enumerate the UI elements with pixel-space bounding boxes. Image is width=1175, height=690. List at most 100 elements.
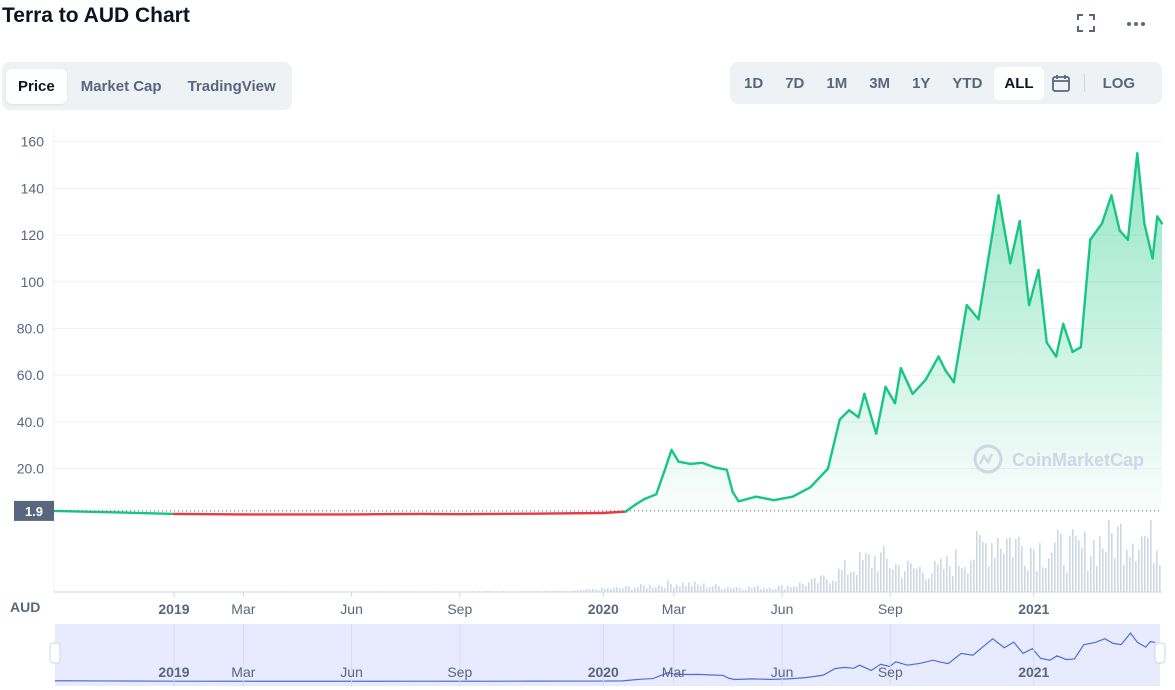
volume-bar xyxy=(850,571,852,592)
price-segment xyxy=(997,194,1012,265)
range-1y[interactable]: 1Y xyxy=(912,74,931,92)
volume-bar xyxy=(745,589,747,592)
price-segment xyxy=(1071,345,1083,354)
volume-bar xyxy=(550,591,552,592)
volume-bar xyxy=(730,588,732,592)
volume-bar xyxy=(229,591,231,592)
volume-bar xyxy=(961,567,963,592)
price-segment xyxy=(1018,219,1031,307)
volume-bar xyxy=(835,581,837,592)
volume-bar xyxy=(67,591,69,592)
x-tick-label: Jun xyxy=(771,601,794,617)
volume-bar xyxy=(469,591,471,592)
price-segment xyxy=(1156,215,1164,225)
volume-bar xyxy=(175,591,177,592)
volume-bar xyxy=(307,591,309,592)
volume-bar xyxy=(1132,543,1134,592)
volume-bar xyxy=(460,591,462,592)
tab-tradingview[interactable]: TradingView xyxy=(187,77,276,95)
volume-bar xyxy=(151,591,153,592)
range-3m[interactable]: 3M xyxy=(869,74,891,92)
volume-bar xyxy=(400,591,402,592)
volume-bar xyxy=(379,591,381,592)
volume-bar xyxy=(208,591,210,592)
volume-bar xyxy=(271,591,273,592)
volume-bar xyxy=(334,591,336,592)
volume-bar xyxy=(1108,520,1110,592)
volume-bar xyxy=(877,571,879,592)
volume-bar xyxy=(436,591,438,592)
volume-bar xyxy=(772,589,774,592)
volume-bar xyxy=(1120,523,1122,592)
volume-bar xyxy=(940,558,942,592)
volume-bar xyxy=(205,591,207,592)
volume-bar xyxy=(70,591,72,592)
volume-bar xyxy=(298,591,300,592)
volume-bar xyxy=(244,591,246,592)
tab-price[interactable]: Price xyxy=(6,68,67,104)
volume-bar xyxy=(211,591,213,592)
navigator-handle-right[interactable] xyxy=(1154,642,1166,664)
more-icon[interactable] xyxy=(1124,12,1148,36)
current-price-tag-bg xyxy=(14,500,54,521)
volume-bar xyxy=(928,578,930,592)
volume-bar xyxy=(331,591,333,592)
navigator-tick-label: Sep xyxy=(447,664,472,680)
coinmarketcap-logo-mark xyxy=(978,453,994,465)
log-toggle[interactable]: LOG xyxy=(1102,74,1136,92)
volume-bar xyxy=(1150,520,1152,592)
volume-bar xyxy=(166,591,168,592)
volume-bar xyxy=(475,591,477,592)
navigator-window[interactable] xyxy=(55,624,1160,686)
volume-bar xyxy=(814,577,816,592)
range-1m[interactable]: 1M xyxy=(826,74,848,92)
volume-bar xyxy=(565,590,567,592)
volume-bar xyxy=(121,591,123,592)
chart-title: Terra to AUD Chart xyxy=(2,4,190,27)
volume-bar xyxy=(112,591,114,592)
range-7d[interactable]: 7D xyxy=(785,74,805,92)
volume-bar xyxy=(1033,549,1035,592)
range-all[interactable]: ALL xyxy=(994,66,1044,100)
calendar-icon[interactable] xyxy=(1046,68,1076,98)
price-segment xyxy=(809,467,830,489)
volume-bar xyxy=(196,591,198,592)
price-segment xyxy=(952,303,968,384)
more-icon-svg xyxy=(1127,22,1145,26)
price-segment xyxy=(643,493,658,501)
price-segment xyxy=(1079,238,1092,349)
navigator-handle-left[interactable] xyxy=(49,642,61,664)
price-segment xyxy=(1151,215,1159,260)
price-segment xyxy=(1027,268,1040,307)
calendar-icon-svg xyxy=(1051,75,1070,92)
price-segment xyxy=(893,367,903,405)
price-segment xyxy=(1089,222,1104,241)
y-axis-ticks: 160 140 120 100 80.0 60.0 40.0 20.0 xyxy=(17,134,44,477)
volume-bar xyxy=(868,554,870,592)
fullscreen-icon[interactable] xyxy=(1074,12,1098,36)
volume-bar xyxy=(1147,537,1149,592)
volume-bar xyxy=(595,589,597,592)
volume-bar xyxy=(781,585,783,592)
volume-bar xyxy=(1009,537,1011,592)
volume-bar xyxy=(100,591,102,592)
volume-bar xyxy=(589,589,591,592)
volume-bar xyxy=(517,591,519,592)
volume-bar xyxy=(733,587,735,592)
volume-bar xyxy=(1114,558,1116,592)
y-tick-label: 20.0 xyxy=(17,461,44,477)
volume-bar xyxy=(154,591,156,592)
volume-bar xyxy=(502,590,504,592)
volume-bar xyxy=(790,587,792,592)
volume-bar xyxy=(865,553,867,592)
volume-bar xyxy=(250,591,252,592)
volume-bar xyxy=(640,584,642,592)
range-1d[interactable]: 1D xyxy=(744,74,764,92)
volume-bar xyxy=(604,588,606,592)
range-ytd[interactable]: YTD xyxy=(952,74,983,92)
range-navigator[interactable]: 2019 Mar Jun Sep 2020 Mar Jun Sep 2021 xyxy=(49,624,1166,686)
volume-bar xyxy=(478,591,480,592)
volume-bar xyxy=(394,591,396,592)
tab-market-cap[interactable]: Market Cap xyxy=(80,77,162,95)
volume-bar xyxy=(403,591,405,592)
